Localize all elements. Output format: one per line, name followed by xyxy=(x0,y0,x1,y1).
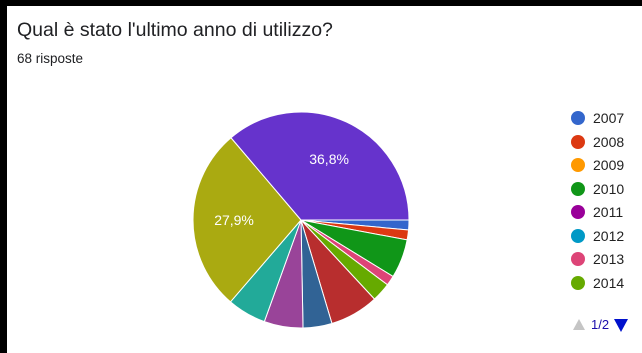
question-title: Qual è stato l'ultimo anno di utilizzo? xyxy=(17,19,333,41)
legend-label: 2008 xyxy=(593,133,625,150)
legend-swatch xyxy=(571,181,585,196)
legend-label: 2010 xyxy=(593,180,625,197)
legend-swatch xyxy=(571,205,585,219)
legend-label: 2009 xyxy=(593,157,625,173)
pie-data-label-2019: 27,9% xyxy=(214,212,254,228)
pie-slice-2020[interactable] xyxy=(230,111,410,221)
pie-chart: 27,9% 36,8% xyxy=(192,111,410,329)
pie-data-label-2020: 36,8% xyxy=(309,151,349,167)
legend-label: 2007 xyxy=(593,110,625,126)
legend-swatch xyxy=(571,228,585,243)
pie-slice-2019[interactable] xyxy=(192,137,302,303)
legend-label: 2013 xyxy=(593,251,625,267)
response-count: 68 risposte xyxy=(17,51,84,66)
legend-swatch xyxy=(571,252,585,266)
triangle-up-icon[interactable] xyxy=(573,319,585,330)
legend-label: 2011 xyxy=(593,204,624,220)
triangle-down-icon[interactable] xyxy=(614,319,628,332)
legend-label: 2014 xyxy=(593,274,625,291)
chart-card: Qual è stato l'ultimo anno di utilizzo? … xyxy=(7,6,642,353)
legend-swatch xyxy=(571,158,585,172)
legend-page-indicator: 1/2 xyxy=(591,317,610,332)
legend-swatch xyxy=(571,111,585,125)
legend-swatch xyxy=(571,275,585,290)
legend-label: 2012 xyxy=(593,227,625,244)
legend-swatch xyxy=(571,134,585,149)
